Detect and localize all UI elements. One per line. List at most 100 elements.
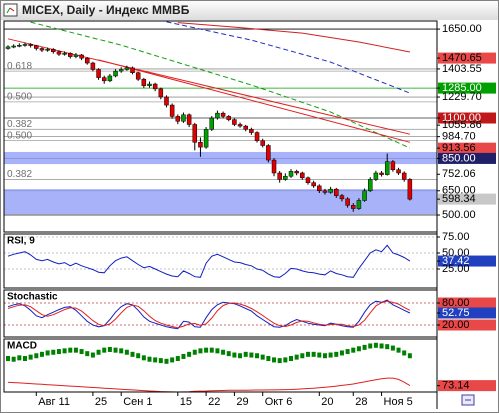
candle-body <box>288 171 294 177</box>
y-tick-label: 598.34 <box>442 193 476 205</box>
candle-body <box>311 182 316 187</box>
macd-bar <box>368 343 373 349</box>
candle-body <box>390 161 396 171</box>
macd-bar <box>51 349 56 355</box>
y-tick-label: 52.75 <box>442 307 470 319</box>
macd-bar <box>283 357 288 363</box>
candle-body <box>345 198 350 206</box>
y-tick-label: 1229.70 <box>442 91 482 103</box>
y-tick-label-bg <box>438 152 496 164</box>
x-tick-label: 28 <box>355 396 367 408</box>
indicator-line <box>7 299 411 330</box>
candle-body <box>68 53 73 57</box>
macd-bar <box>164 358 169 364</box>
candle-body <box>113 70 118 77</box>
candle-body <box>5 46 11 49</box>
macd-bar <box>215 348 220 354</box>
y-tick-label-bg <box>438 142 496 154</box>
candle-body <box>130 67 135 73</box>
y-tick-label-bg <box>438 380 496 392</box>
macd-bar <box>34 353 39 359</box>
fibo-label: 0.500 <box>7 91 32 102</box>
macd-bar <box>322 353 327 359</box>
panel <box>4 234 437 288</box>
macd-bar <box>39 351 44 357</box>
candle-body <box>351 205 356 209</box>
macd-bar <box>209 347 214 353</box>
y-tick-label: 1055.86 <box>442 119 482 131</box>
macd-bar <box>317 352 322 358</box>
candle-body <box>198 142 203 148</box>
price-scale <box>437 21 497 392</box>
candle-body <box>215 112 220 119</box>
macd-bar <box>311 351 316 357</box>
macd-bar <box>402 350 407 356</box>
candle-body <box>84 57 90 64</box>
panel <box>4 290 437 337</box>
candle-body <box>237 124 243 127</box>
candle-body <box>339 195 345 200</box>
candle-body <box>401 172 407 180</box>
macd-bar <box>90 352 95 358</box>
fibo-label: 0.618 <box>7 61 32 72</box>
macd-bar <box>266 356 271 362</box>
candle-body <box>90 62 96 70</box>
y-tick-label: 80.00 <box>442 297 470 309</box>
candle-body <box>147 83 152 86</box>
fibo-label: 0.382 <box>7 169 32 180</box>
macd-bar <box>28 354 33 360</box>
scroll-icon[interactable] <box>461 394 475 406</box>
candle-body <box>11 45 16 48</box>
chart-title: MICEX, Daily - Индекс ММВБ <box>22 3 190 17</box>
macd-bar <box>153 357 158 363</box>
candle-body <box>34 45 39 49</box>
candle-body <box>305 177 311 183</box>
macd-bar <box>17 355 22 361</box>
candle-body <box>124 67 130 70</box>
candle-body <box>152 83 158 90</box>
y-tick-label: 25.00 <box>442 263 470 275</box>
candle-body <box>175 116 181 122</box>
x-tick-label: Сен 1 <box>123 396 152 408</box>
indicator-line <box>7 244 411 278</box>
macd-bar <box>362 344 367 350</box>
macd-bar <box>119 348 124 354</box>
candle-body <box>118 69 124 72</box>
panel-plot <box>4 299 437 330</box>
y-tick-label-bg <box>438 82 496 94</box>
x-tick-label: Окт 6 <box>265 396 293 408</box>
macd-bar <box>170 357 175 363</box>
macd-bar <box>238 353 243 359</box>
macd-bar <box>289 356 293 362</box>
macd-bar <box>204 347 209 353</box>
macd-bar <box>328 352 333 358</box>
y-tick-label: 1285.00 <box>442 82 482 94</box>
macd-bar <box>11 356 16 362</box>
macd-bar <box>232 352 237 358</box>
y-tick-label-bg <box>438 319 496 331</box>
candle-body <box>232 119 237 125</box>
candle-body <box>203 129 209 148</box>
macd-bar <box>260 354 265 360</box>
y-tick-label-bg <box>438 193 496 205</box>
macd-bar <box>68 347 73 353</box>
panel-plot <box>4 236 437 278</box>
candle-body <box>22 44 28 46</box>
macd-bar <box>6 356 10 362</box>
overlay-line <box>177 22 410 53</box>
signal-line <box>7 377 411 392</box>
macd-bar <box>300 353 305 359</box>
window-icon <box>3 3 18 17</box>
panel-title: Stochastic <box>7 292 58 303</box>
candle-body <box>283 175 288 180</box>
macd-bar <box>107 346 112 352</box>
macd-bar <box>56 349 61 355</box>
panel-title: RSI, 9 <box>7 236 35 247</box>
macd-bar <box>345 349 350 355</box>
macd-bar <box>226 351 231 357</box>
macd-bar <box>339 350 344 356</box>
candle-body <box>243 125 248 130</box>
candle-body <box>62 53 67 55</box>
